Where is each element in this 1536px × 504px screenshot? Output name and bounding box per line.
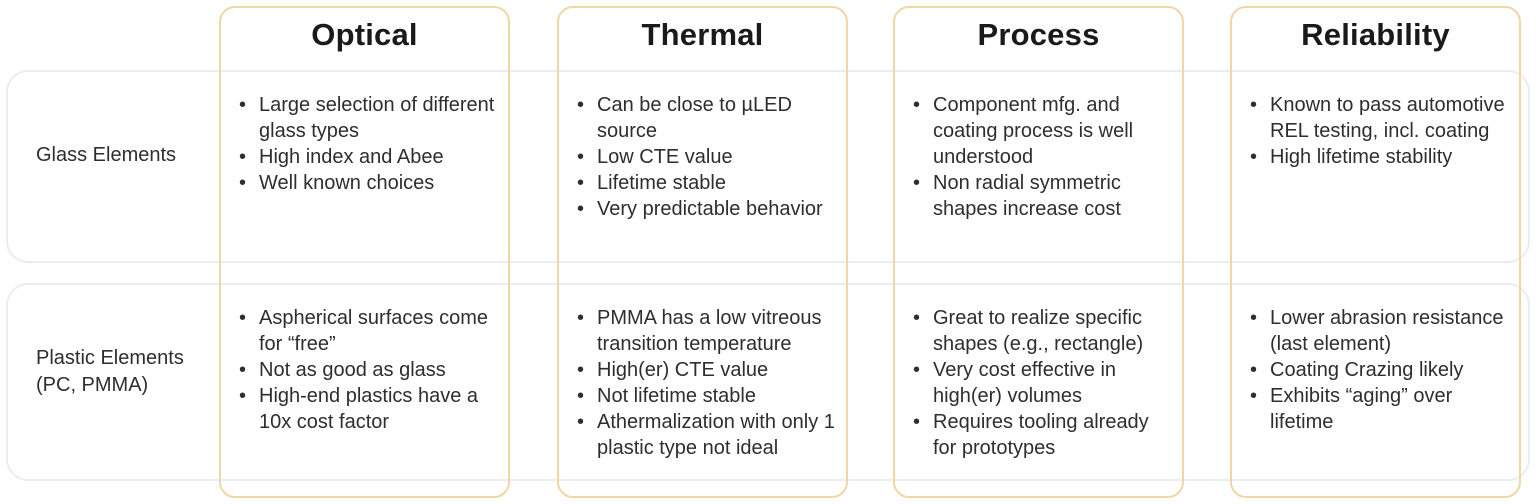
bullet-item: Large selection of different glass types — [235, 92, 497, 144]
cell-glass-thermal: Can be close to µLED source Low CTE valu… — [573, 92, 835, 222]
row-label-plastic-elements: Plastic Elements (PC, PMMA) — [36, 347, 184, 396]
row-box-glass-elements — [6, 70, 1530, 263]
bullet-item: Very predictable behavior — [573, 196, 835, 222]
bullet-item: Not as good as glass — [235, 357, 497, 383]
bullet-item: Well known choices — [235, 170, 497, 196]
column-box-reliability — [1230, 6, 1521, 498]
column-box-thermal — [557, 6, 848, 498]
column-header-process: Process — [977, 17, 1100, 52]
bullet-item: Known to pass automotive REL testing, in… — [1246, 92, 1508, 144]
bullet-item: Coating Crazing likely — [1246, 357, 1508, 383]
bullet-item: Low CTE value — [573, 144, 835, 170]
bullet-item: Exhibits “aging” over lifetime — [1246, 383, 1508, 435]
bullet-item: Lower abrasion resistance (last element) — [1246, 305, 1508, 357]
cell-glass-process: Component mfg. and coating process is we… — [909, 92, 1171, 222]
bullet-item: Very cost effective in high(er) volumes — [909, 357, 1171, 409]
cell-glass-reliability: Known to pass automotive REL testing, in… — [1246, 92, 1508, 170]
bullet-item: Component mfg. and coating process is we… — [909, 92, 1171, 170]
row-label-glass-elements: Glass Elements — [36, 144, 177, 166]
bullet-item: High lifetime stability — [1246, 144, 1508, 170]
bullet-item: High index and Abee — [235, 144, 497, 170]
bullet-item: Great to realize specific shapes (e.g., … — [909, 305, 1171, 357]
bullet-item: Athermalization with only 1 plastic type… — [573, 409, 835, 461]
bullet-item: High(er) CTE value — [573, 357, 835, 383]
bullet-item: Lifetime stable — [573, 170, 835, 196]
bullet-item: Can be close to µLED source — [573, 92, 835, 144]
bullet-item: Non radial symmetric shapes increase cos… — [909, 170, 1171, 222]
cell-plastic-thermal: PMMA has a low vitreous transition tempe… — [573, 305, 835, 461]
row-box-plastic-elements — [6, 283, 1530, 481]
column-header-thermal: Thermal — [641, 17, 764, 52]
column-box-process — [893, 6, 1184, 498]
bullet-item: Aspherical surfaces come for “free” — [235, 305, 497, 357]
column-box-optical — [219, 6, 510, 498]
column-header-reliability: Reliability — [1301, 17, 1450, 52]
bullet-item: PMMA has a low vitreous transition tempe… — [573, 305, 835, 357]
bullet-item: High-end plastics have a 10x cost factor — [235, 383, 497, 435]
cell-plastic-process: Great to realize specific shapes (e.g., … — [909, 305, 1171, 461]
cell-glass-optical: Large selection of different glass types… — [235, 92, 497, 196]
column-header-optical: Optical — [311, 17, 418, 52]
bullet-item: Not lifetime stable — [573, 383, 835, 409]
cell-plastic-optical: Aspherical surfaces come for “free” Not … — [235, 305, 497, 435]
bullet-item: Requires tooling already for prototypes — [909, 409, 1171, 461]
cell-plastic-reliability: Lower abrasion resistance (last element)… — [1246, 305, 1508, 435]
